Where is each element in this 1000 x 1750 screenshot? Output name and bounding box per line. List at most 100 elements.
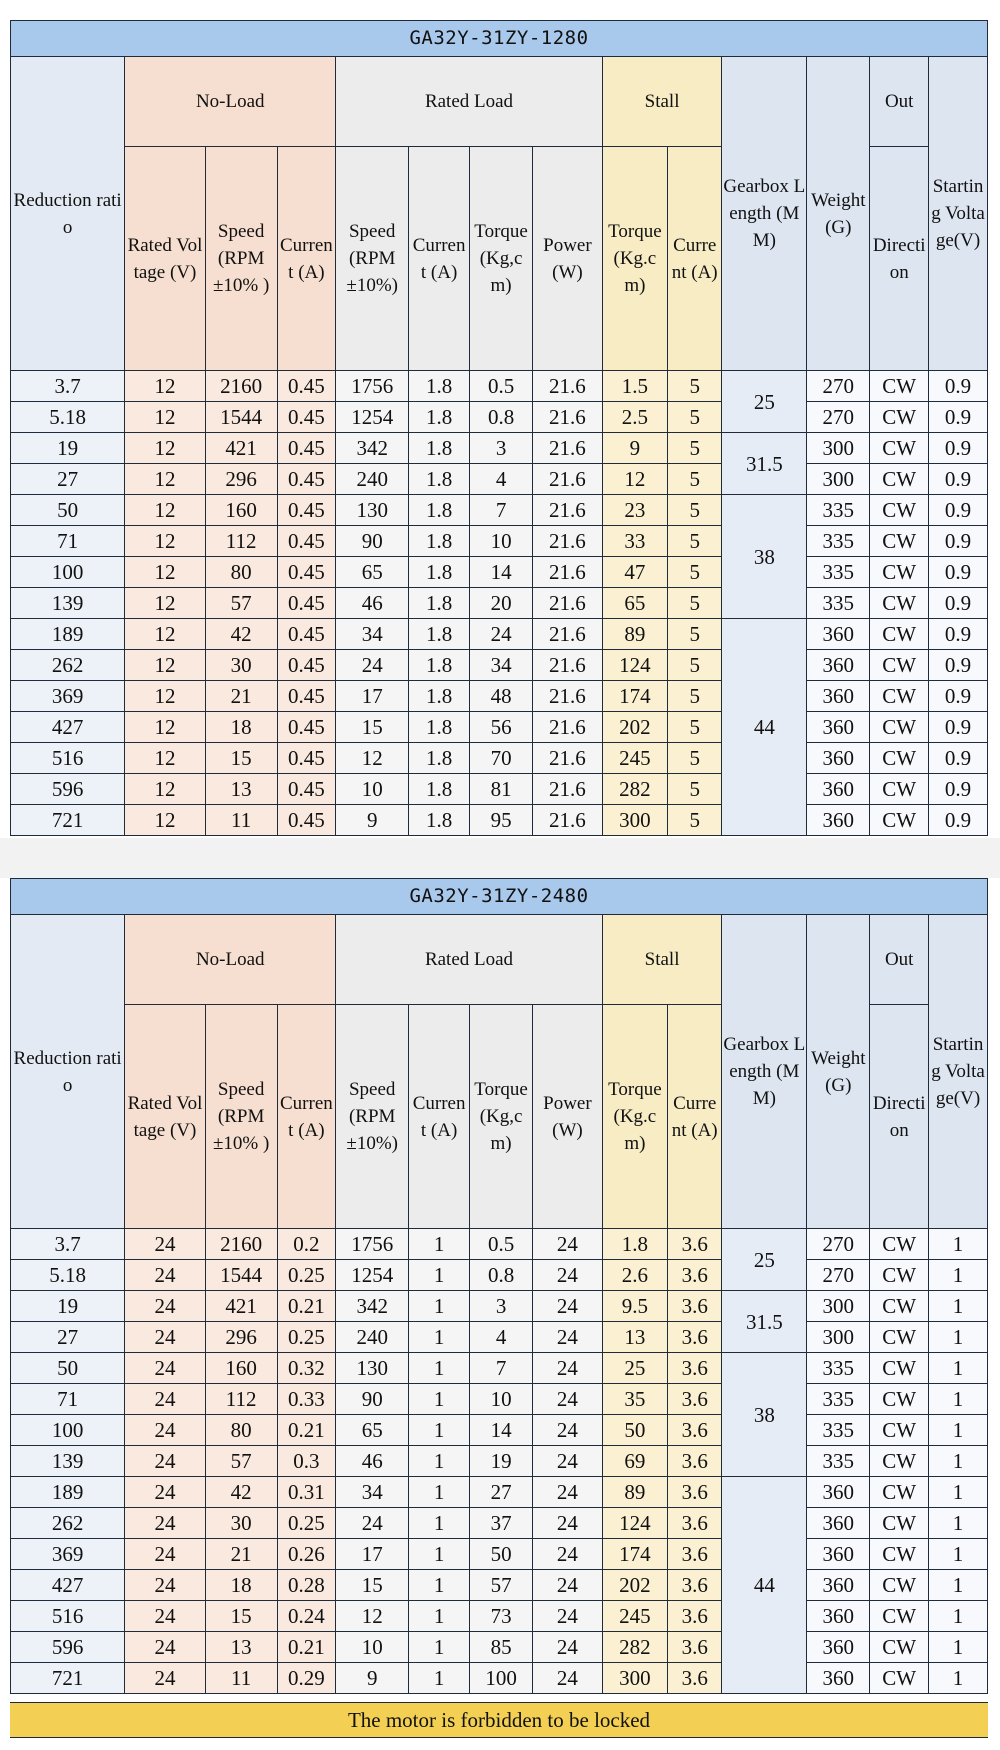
header-no-load-current: Current (A) xyxy=(276,146,337,371)
cell-no-load-current: 0.45 xyxy=(276,804,337,836)
cell-rated-power: 24 xyxy=(532,1414,603,1446)
cell-rated-voltage: 12 xyxy=(124,494,206,526)
cell-stall-current: 3.6 xyxy=(666,1507,723,1539)
cell-reduction-ratio: 189 xyxy=(9,618,126,650)
cell-rated-torque: 85 xyxy=(469,1631,534,1663)
cell-rated-speed: 9 xyxy=(335,804,410,836)
cell-rated-power: 24 xyxy=(532,1228,603,1260)
cell-weight: 360 xyxy=(806,804,871,836)
cell-rated-voltage: 12 xyxy=(124,401,206,433)
cell-rated-speed: 90 xyxy=(335,1383,410,1415)
table-row: 5.18 12 1544 0.45 1254 1.8 0.8 21.6 2.5 5 270 CW 0.9 xyxy=(9,401,988,433)
header-stall-current: Current (A) xyxy=(666,1004,723,1229)
cell-rated-speed: 342 xyxy=(335,432,410,464)
cell-starting-voltage: 0.9 xyxy=(928,401,988,433)
cell-no-load-current: 0.32 xyxy=(276,1352,337,1384)
cell-rated-torque: 0.8 xyxy=(469,401,534,433)
cell-direction: CW xyxy=(869,1662,930,1694)
cell-rated-current: 1 xyxy=(408,1321,471,1353)
cell-direction: CW xyxy=(869,432,930,464)
cell-gearbox-length: 44 xyxy=(721,618,808,836)
cell-no-load-speed: 2160 xyxy=(204,370,278,402)
table-row: 596 12 13 0.45 10 1.8 81 21.6 282 5 360 CW 0.9 xyxy=(9,773,988,805)
header-no-load: No-Load xyxy=(124,56,337,147)
cell-stall-current: 3.6 xyxy=(666,1228,723,1260)
cell-rated-power: 24 xyxy=(532,1600,603,1632)
header-weight: Weight(G) xyxy=(806,914,871,1229)
cell-stall-current: 3.6 xyxy=(666,1352,723,1384)
table-row: 262 12 30 0.45 24 1.8 34 21.6 124 5 360 CW 0.9 xyxy=(9,649,988,681)
cell-rated-torque: 4 xyxy=(469,463,534,495)
cell-weight: 360 xyxy=(806,649,871,681)
cell-no-load-speed: 30 xyxy=(204,649,278,681)
table-row: 721 24 11 0.29 9 1 100 24 300 3.6 360 CW 1 xyxy=(9,1662,988,1694)
cell-no-load-current: 0.2 xyxy=(276,1228,337,1260)
cell-rated-voltage: 12 xyxy=(124,711,206,743)
cell-stall-current: 5 xyxy=(666,649,723,681)
cell-direction: CW xyxy=(869,1321,930,1353)
cell-no-load-speed: 112 xyxy=(204,525,278,557)
cell-no-load-current: 0.3 xyxy=(276,1445,337,1477)
cell-weight: 360 xyxy=(806,742,871,774)
table-separator xyxy=(0,838,1000,878)
header-direction: Direction xyxy=(869,146,930,371)
cell-no-load-current: 0.45 xyxy=(276,370,337,402)
cell-rated-current: 1.8 xyxy=(408,711,471,743)
cell-stall-torque: 282 xyxy=(601,773,669,805)
cell-stall-current: 3.6 xyxy=(666,1569,723,1601)
table-row: 516 12 15 0.45 12 1.8 70 21.6 245 5 360 CW 0.9 xyxy=(9,742,988,774)
cell-reduction-ratio: 516 xyxy=(9,1600,126,1632)
cell-stall-current: 5 xyxy=(666,401,723,433)
cell-stall-torque: 13 xyxy=(601,1321,669,1353)
cell-no-load-current: 0.28 xyxy=(276,1569,337,1601)
cell-rated-voltage: 12 xyxy=(124,804,206,836)
cell-rated-speed: 46 xyxy=(335,1445,410,1477)
cell-no-load-current: 0.45 xyxy=(276,525,337,557)
cell-no-load-current: 0.33 xyxy=(276,1383,337,1415)
header-no-load-speed: Speed (RPM ±10% ) xyxy=(204,146,278,371)
cell-rated-current: 1.8 xyxy=(408,494,471,526)
table-body: 3.7 12 2160 0.45 1756 1.8 0.5 21.6 1.5 5 25 270 CW 0.… xyxy=(9,370,988,836)
cell-rated-torque: 57 xyxy=(469,1569,534,1601)
cell-no-load-speed: 160 xyxy=(204,494,278,526)
cell-rated-voltage: 12 xyxy=(124,680,206,712)
cell-stall-torque: 1.5 xyxy=(601,370,669,402)
cell-stall-torque: 9 xyxy=(601,432,669,464)
cell-rated-speed: 9 xyxy=(335,1662,410,1694)
cell-rated-current: 1 xyxy=(408,1259,471,1291)
cell-stall-torque: 202 xyxy=(601,711,669,743)
cell-stall-torque: 124 xyxy=(601,1507,669,1539)
cell-weight: 360 xyxy=(806,1507,871,1539)
cell-rated-speed: 65 xyxy=(335,1414,410,1446)
cell-direction: CW xyxy=(869,1445,930,1477)
header-stall-torque: Torque (Kg.cm) xyxy=(601,146,669,371)
cell-starting-voltage: 0.9 xyxy=(928,494,988,526)
cell-starting-voltage: 0.9 xyxy=(928,804,988,836)
cell-gearbox-length: 38 xyxy=(721,494,808,619)
cell-no-load-current: 0.45 xyxy=(276,649,337,681)
cell-rated-current: 1 xyxy=(408,1352,471,1384)
cell-rated-current: 1 xyxy=(408,1507,471,1539)
cell-no-load-current: 0.24 xyxy=(276,1600,337,1632)
cell-starting-voltage: 0.9 xyxy=(928,649,988,681)
cell-direction: CW xyxy=(869,1600,930,1632)
cell-no-load-current: 0.21 xyxy=(276,1631,337,1663)
cell-no-load-current: 0.45 xyxy=(276,463,337,495)
header-direction: Direction xyxy=(869,1004,930,1229)
cell-rated-power: 21.6 xyxy=(532,804,603,836)
cell-stall-torque: 65 xyxy=(601,587,669,619)
cell-rated-power: 21.6 xyxy=(532,680,603,712)
cell-rated-speed: 342 xyxy=(335,1290,410,1322)
cell-weight: 300 xyxy=(806,463,871,495)
cell-rated-speed: 17 xyxy=(335,680,410,712)
cell-starting-voltage: 1 xyxy=(928,1290,988,1322)
cell-no-load-speed: 18 xyxy=(204,1569,278,1601)
cell-rated-current: 1 xyxy=(408,1662,471,1694)
model-title: GA32Y-31ZY-2480 xyxy=(10,878,988,915)
cell-no-load-speed: 11 xyxy=(204,804,278,836)
cell-no-load-current: 0.45 xyxy=(276,618,337,650)
cell-gearbox-length: 25 xyxy=(721,370,808,433)
cell-rated-current: 1.8 xyxy=(408,742,471,774)
cell-reduction-ratio: 27 xyxy=(9,1321,126,1353)
header-rated-speed: Speed (RPM ±10%) xyxy=(335,146,410,371)
